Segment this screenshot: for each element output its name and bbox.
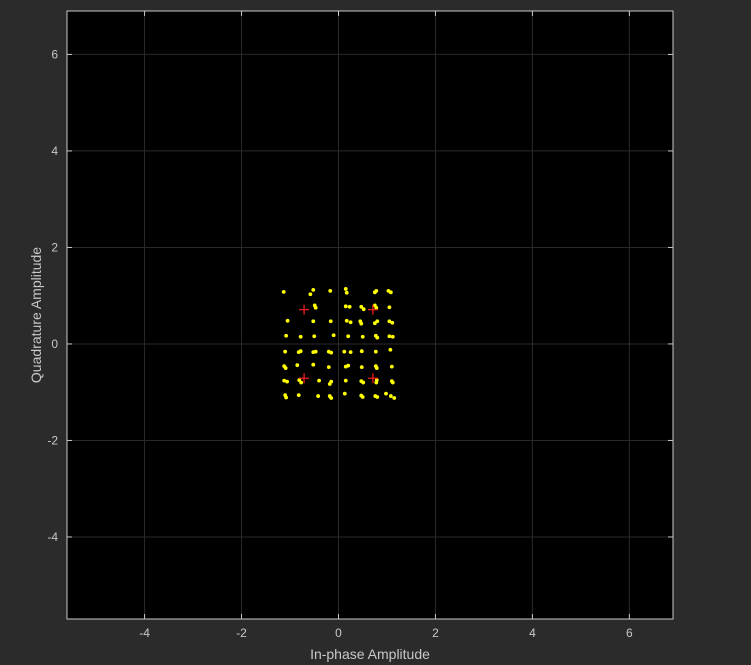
received-symbol-point [328,319,333,324]
received-symbol-point [346,334,351,339]
received-symbol-point [384,391,388,396]
plot-area [67,11,673,619]
y-tick-label: -4 [47,530,58,544]
received-symbol-point [299,380,304,385]
received-symbol-point [374,305,379,310]
received-symbol-point [359,349,364,354]
received-symbol-point [344,290,349,295]
axis-ticks: -4 -2 0 2 4 6 -4 -2 0 2 4 6 [47,11,673,640]
received-symbol-point [311,362,316,367]
received-symbol-point [328,288,333,293]
received-symbol-point [284,395,289,400]
x-axis-label: In-phase Amplitude [310,646,430,662]
received-symbol-point [311,319,316,324]
x-tick-label: 6 [626,626,633,640]
received-symbol-point [375,319,380,324]
received-symbol-point [344,318,349,323]
received-symbol-point [348,320,353,325]
received-symbol-point [388,290,393,295]
received-symbol-point [359,321,364,326]
y-tick-label: 6 [51,47,58,61]
reference-point-marker [299,304,310,315]
received-symbol-point [281,289,286,294]
received-symbol-point [387,305,392,310]
received-symbol-point [374,380,379,385]
received-symbol-point [374,288,379,293]
received-symbol-point [346,363,351,368]
y-axis-label: Quadrature Amplitude [28,247,44,383]
received-symbol-point [282,378,287,383]
x-tick-label: 4 [529,626,536,640]
received-symbol-point [316,394,321,398]
received-symbol-point [296,393,301,398]
received-symbol-point [342,391,347,396]
received-symbol-point [312,334,317,339]
received-symbol-point [388,394,393,398]
received-symbol-point [348,350,353,355]
received-symbol-point [360,395,365,399]
y-tick-label: -2 [47,433,58,447]
received-symbol-point [359,304,364,309]
received-symbol-point [361,380,366,385]
received-symbol-point [390,334,395,339]
received-symbol-point [311,288,316,292]
received-symbol-point [317,378,321,383]
y-tick-label: 4 [51,144,58,158]
received-symbol-point [347,304,352,309]
received-symbol-point [390,320,395,325]
received-symbol-point [284,333,289,338]
received-symbol-point [374,366,379,370]
received-symbol-point [329,350,334,355]
grid-lines [67,11,673,619]
received-symbol-point [387,334,392,339]
reference-point-marker [367,304,378,315]
received-symbol-point [343,378,348,383]
received-symbol-point [392,396,397,400]
received-symbol-point [343,304,348,309]
received-symbol-point [375,335,380,340]
received-symbol-point [387,319,392,324]
received-symbol-point [326,365,331,370]
received-symbol-point [298,334,303,339]
received-symbol-point [389,364,394,369]
x-tick-label: 0 [335,626,342,640]
received-symbol-point [331,333,336,338]
received-symbol-point [285,379,289,384]
received-symbol-point [343,287,348,291]
received-symbol-point [342,349,347,354]
received-symbol-point [285,318,290,323]
received-symbol-point [308,292,313,297]
received-symbol-point [360,334,365,339]
x-tick-label: -4 [139,626,150,640]
received-symbol-point [295,363,300,368]
received-symbol-point [327,382,332,386]
received-symbol-point [373,349,378,354]
received-symbol-point [361,307,366,312]
x-tick-label: -2 [236,626,247,640]
received-symbol-point [329,396,334,400]
y-tick-label: 0 [51,337,58,351]
received-symbol-point [313,305,318,310]
reference-point-marker [367,373,378,384]
received-symbol-point [388,347,393,352]
x-tick-label: 2 [432,626,439,640]
plot-border [66,10,674,620]
received-symbol-point [313,349,318,354]
received-symbol-point [283,349,288,354]
received-symbol-point [375,395,380,399]
reference-point-marker [299,373,310,384]
received-symbol-point [390,380,395,385]
received-symbol-point [298,349,303,354]
y-tick-label: 2 [51,240,58,254]
data-points [281,287,397,400]
received-symbol-point [359,365,364,370]
received-symbol-point [283,366,288,370]
